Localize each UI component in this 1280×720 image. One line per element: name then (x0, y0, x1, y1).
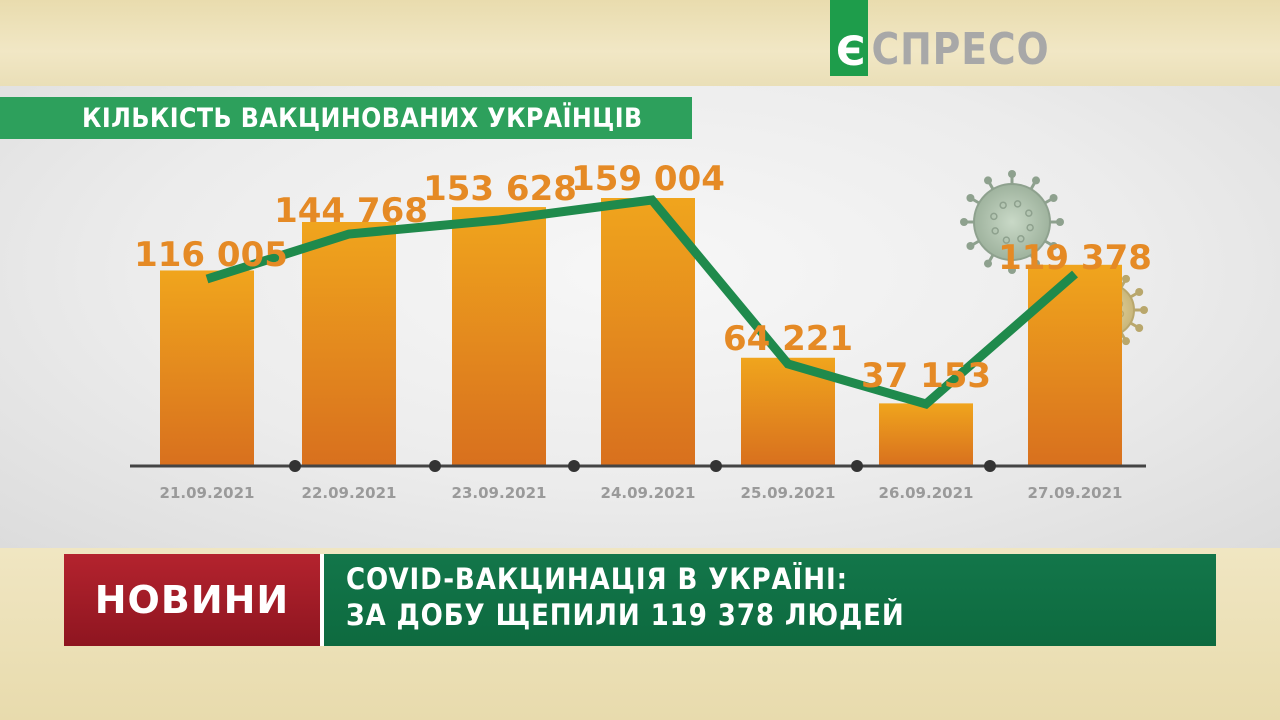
x-tick-label: 25.09.2021 (741, 484, 836, 502)
value-label: 64 221 (723, 319, 853, 359)
x-tick-label: 26.09.2021 (879, 484, 974, 502)
x-tick-label: 21.09.2021 (160, 484, 255, 502)
value-label: 144 768 (274, 191, 428, 231)
bar-21.09.2021 (160, 270, 254, 466)
chart-title-bar (0, 97, 692, 139)
axis-dot (984, 460, 996, 472)
x-tick-label: 27.09.2021 (1028, 484, 1123, 502)
headline-line-1: COVID-ВАКЦИНАЦІЯ В УКРАЇНІ: (346, 562, 848, 596)
x-tick-label: 22.09.2021 (302, 484, 397, 502)
axis-dot (289, 460, 301, 472)
axis-dot (568, 460, 580, 472)
axis-dot (851, 460, 863, 472)
value-label: 153 628 (423, 169, 577, 209)
virus-icon (960, 170, 1064, 274)
news-ticker: НОВИНИ COVID-ВАКЦИНАЦІЯ В УКРАЇНІ: ЗА ДО… (64, 554, 1216, 646)
channel-logo: Є СПРЕСО (830, 0, 1079, 76)
bar-26.09.2021 (879, 403, 973, 466)
chart-title: КІЛЬКІСТЬ ВАКЦИНОВАНИХ УКРАЇНЦІВ (82, 103, 643, 134)
value-label: 119 378 (998, 238, 1152, 278)
logo-mark: Є (830, 0, 868, 76)
logo-letter: Є (836, 29, 866, 75)
value-label: 159 004 (571, 159, 725, 199)
bar-23.09.2021 (452, 207, 546, 466)
x-tick-label: 23.09.2021 (452, 484, 547, 502)
headline-line-2: ЗА ДОБУ ЩЕПИЛИ 119 378 ЛЮДЕЙ (346, 598, 905, 632)
x-tick-label: 24.09.2021 (601, 484, 696, 502)
value-label: 116 005 (134, 235, 288, 275)
top-band (0, 0, 1280, 86)
bar-24.09.2021 (601, 198, 695, 466)
trend-line (205, 195, 1078, 410)
value-label: 37 153 (861, 356, 991, 396)
news-tag: НОВИНИ (64, 554, 320, 646)
bar-27.09.2021 (1028, 264, 1122, 466)
axis-dot (710, 460, 722, 472)
headline-box: COVID-ВАКЦИНАЦІЯ В УКРАЇНІ: ЗА ДОБУ ЩЕПИ… (320, 554, 1216, 646)
axis-dot (429, 460, 441, 472)
logo-text: СПРЕСО (871, 24, 1050, 75)
bar-22.09.2021 (302, 221, 396, 466)
